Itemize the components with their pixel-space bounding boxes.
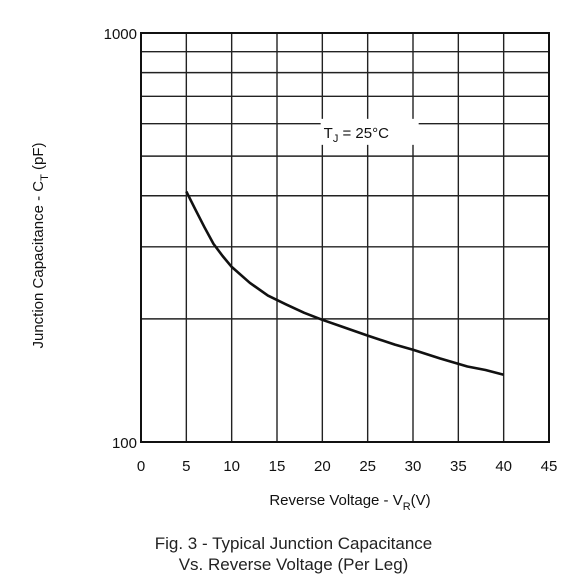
series-layer bbox=[185, 190, 505, 377]
figure-caption: Fig. 3 - Typical Junction Capacitance Vs… bbox=[0, 533, 587, 575]
x-tick-label: 10 bbox=[223, 458, 240, 475]
chart-grid bbox=[141, 33, 549, 442]
x-tick-label: 40 bbox=[495, 458, 512, 475]
x-tick-label: 15 bbox=[269, 458, 286, 475]
x-tick-label: 35 bbox=[450, 458, 467, 475]
annotation-background bbox=[320, 118, 419, 145]
y-axis-title-text: Junction Capacitance - C bbox=[30, 181, 47, 349]
annotation-value: = 25°C bbox=[338, 125, 389, 142]
x-axis-title-unit: (V) bbox=[411, 492, 431, 509]
annotation-subscript: J bbox=[333, 133, 339, 145]
x-tick-label: 5 bbox=[182, 458, 190, 475]
y-axis-title-unit: (pF) bbox=[30, 143, 47, 175]
y-axis-title-subscript: T bbox=[39, 174, 51, 181]
y-tick-label: 1000 bbox=[104, 26, 137, 43]
temperature-annotation: TJ = 25°C bbox=[324, 125, 389, 145]
x-axis-title-text: Reverse Voltage - V bbox=[269, 492, 402, 509]
x-tick-label: 20 bbox=[314, 458, 331, 475]
x-tick-label: 0 bbox=[137, 458, 145, 475]
x-tick-label: 25 bbox=[359, 458, 376, 475]
y-tick-labels: 100 1000 bbox=[104, 26, 137, 452]
x-tick-label: 45 bbox=[541, 458, 558, 475]
caption-line-1: Fig. 3 - Typical Junction Capacitance bbox=[154, 534, 433, 553]
plot-frame bbox=[140, 32, 550, 443]
x-tick-labels: 0 5 10 15 20 25 30 35 40 45 bbox=[137, 458, 558, 475]
capacitance-curve bbox=[185, 190, 505, 377]
caption-line-2: Vs. Reverse Voltage (Per Leg) bbox=[178, 555, 409, 574]
x-axis-title-subscript: R bbox=[403, 501, 411, 513]
x-axis-title: Reverse Voltage - VR(V) bbox=[269, 492, 430, 513]
x-tick-label: 30 bbox=[405, 458, 422, 475]
annotation-symbol: T bbox=[324, 125, 333, 142]
y-axis-title: Junction Capacitance - CT (pF) bbox=[30, 143, 51, 349]
y-tick-label: 100 bbox=[112, 435, 137, 452]
